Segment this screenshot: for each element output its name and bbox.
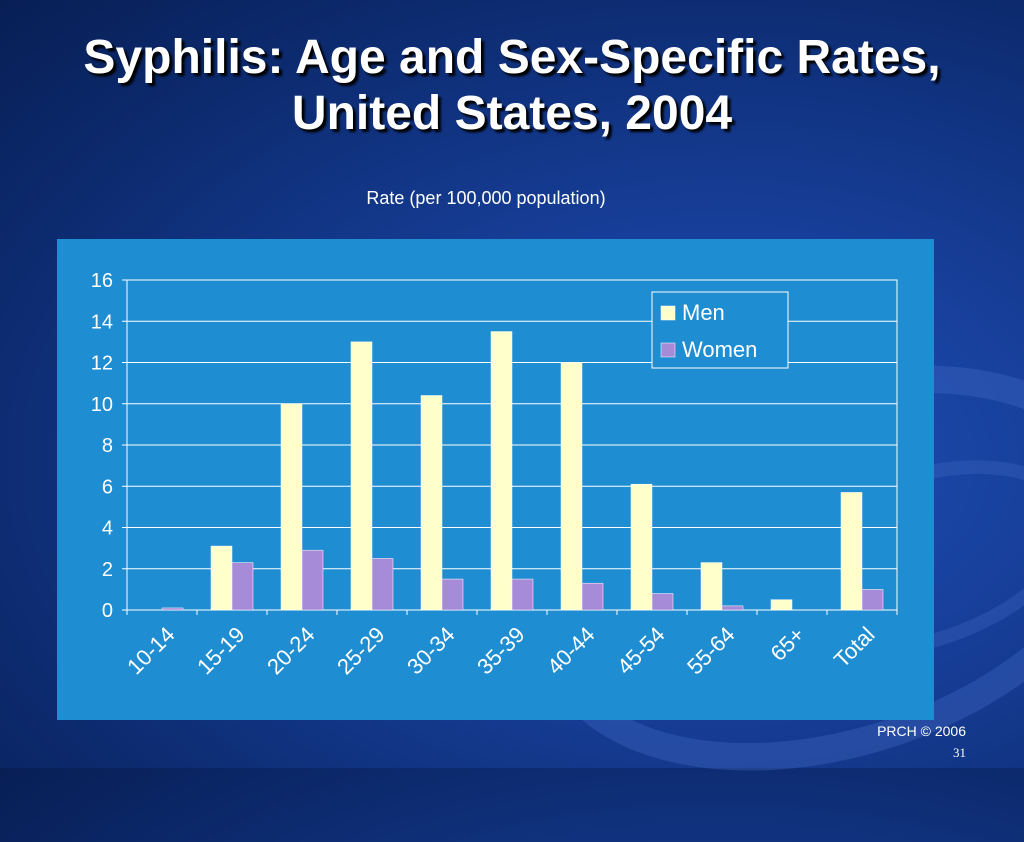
chart-panel: 0 2 4 6 8 10 12 14 16 10-14 15-19 20-24 25-29 30-34 35…	[57, 239, 934, 720]
bar-women-25-29	[371, 558, 394, 611]
bar-women-55-64	[721, 605, 744, 611]
x-tick-label: 55-64	[682, 622, 739, 679]
bar-men-45-54	[630, 483, 653, 611]
bar-men-65plus	[770, 599, 793, 611]
x-tick-label: 20-24	[262, 622, 319, 679]
x-tick-label: 10-14	[122, 622, 179, 679]
slide-number: 31	[953, 745, 966, 760]
bar-women-45-54	[651, 593, 674, 611]
bar-chart: 0 2 4 6 8 10 12 14 16 10-14 15-19 20-24 25-29 30-34 35…	[91, 270, 898, 679]
bar-women-20-24	[301, 549, 324, 611]
bar-women-total	[861, 589, 884, 611]
y-tick-label: 0	[102, 600, 113, 622]
bar-women-35-39	[511, 578, 534, 611]
bar-men-35-39	[490, 331, 513, 611]
y-tick-label: 14	[91, 311, 113, 333]
x-tick-label: 65+	[765, 622, 809, 666]
bar-men-total	[840, 492, 863, 611]
bar-men-30-34	[420, 395, 443, 611]
x-tick-label: 35-39	[472, 622, 529, 679]
bar-women-30-34	[441, 578, 464, 611]
y-tick-label: 8	[102, 435, 113, 457]
chart-subtitle: Rate (per 100,000 population)	[366, 188, 606, 208]
x-tick-label: 45-54	[612, 622, 669, 679]
x-tick-label: Total	[829, 622, 880, 673]
bar-men-20-24	[280, 403, 303, 611]
y-tick-label: 6	[102, 476, 113, 498]
footer-copyright: PRCH © 2006	[877, 723, 966, 739]
x-tick-label: 25-29	[332, 622, 389, 679]
x-tick-label: 15-19	[192, 622, 249, 679]
y-tick-label: 4	[102, 518, 113, 540]
x-tick-label: 30-34	[402, 622, 459, 679]
y-tick-label: 12	[91, 353, 113, 375]
bar-men-15-19	[210, 545, 233, 611]
legend-swatch-men	[660, 305, 676, 321]
bar-men-55-64	[700, 562, 723, 611]
y-tick-label: 2	[102, 559, 113, 581]
y-tick-label: 10	[91, 394, 113, 416]
legend-label-men: Men	[682, 300, 725, 325]
bar-women-40-44	[581, 582, 604, 611]
slide-title: Syphilis: Age and Sex-Specific Rates, Un…	[83, 31, 941, 140]
bar-men-40-44	[560, 362, 583, 611]
legend-swatch-women	[660, 342, 676, 358]
bar-women-10-14	[161, 607, 184, 611]
bar-women-15-19	[231, 562, 254, 611]
x-tick-label: 40-44	[542, 622, 599, 679]
y-tick-label: 16	[91, 270, 113, 292]
bar-men-25-29	[350, 341, 373, 611]
legend-label-women: Women	[682, 337, 757, 362]
